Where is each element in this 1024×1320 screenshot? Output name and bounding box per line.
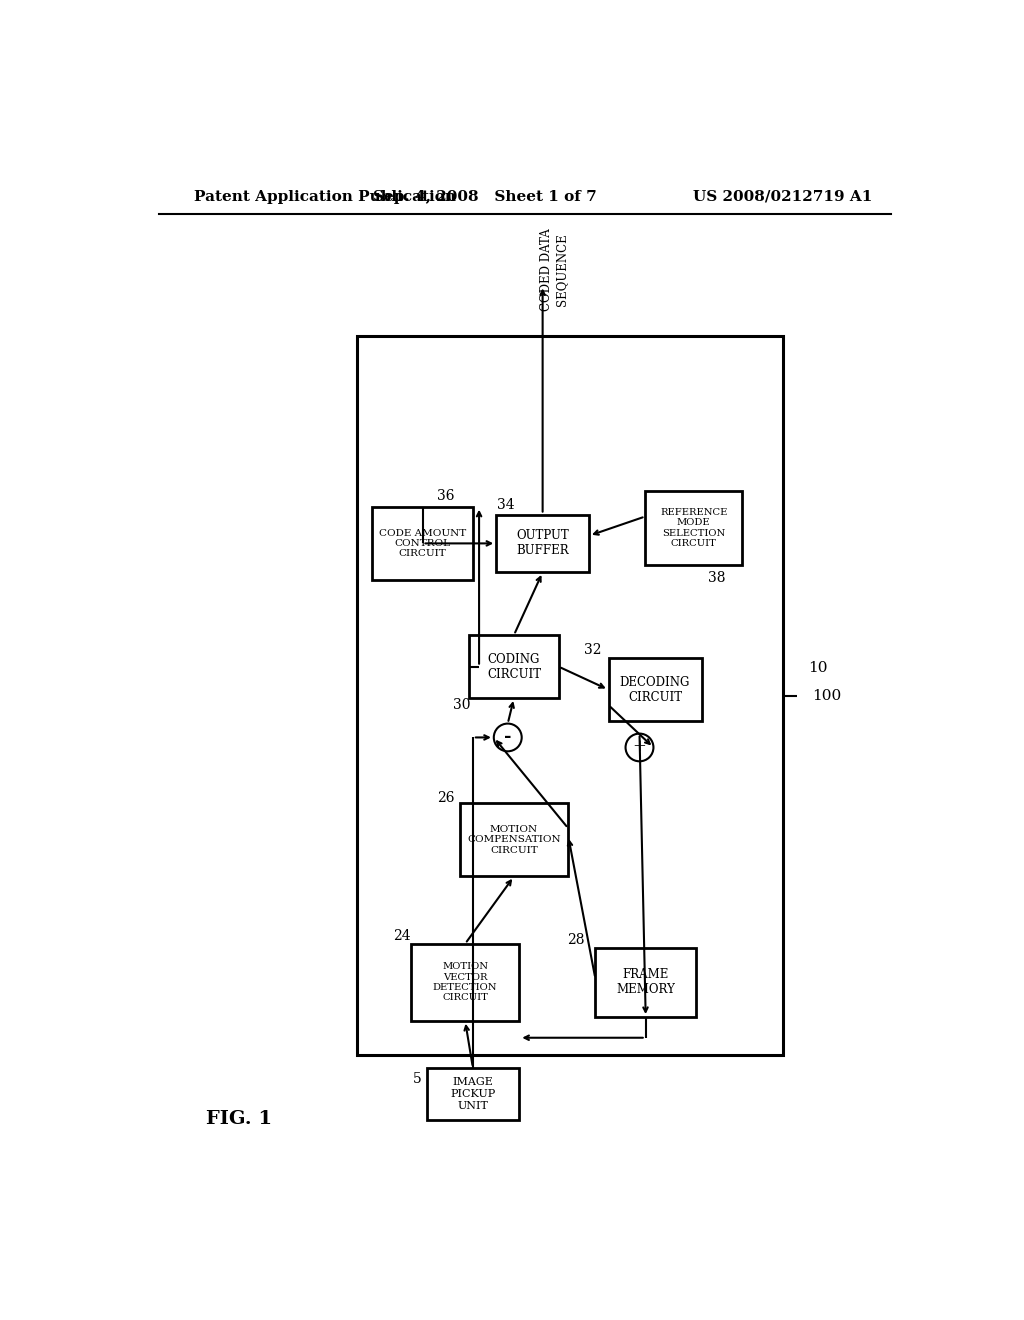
Text: US 2008/0212719 A1: US 2008/0212719 A1 [692, 190, 872, 203]
Text: +: + [633, 738, 646, 755]
Text: Patent Application Publication: Patent Application Publication [194, 190, 456, 203]
Bar [645, 491, 742, 565]
Text: REFERENCE
MODE
SELECTION
CIRCUIT: REFERENCE MODE SELECTION CIRCUIT [660, 508, 727, 548]
Text: 10: 10 [808, 661, 827, 675]
Text: 26: 26 [437, 791, 455, 804]
Text: CODED DATA
SEQUENCE: CODED DATA SEQUENCE [541, 228, 568, 312]
Text: 28: 28 [567, 933, 585, 946]
Text: IMAGE
PICKUP
UNIT: IMAGE PICKUP UNIT [451, 1077, 496, 1110]
Text: 32: 32 [585, 643, 602, 656]
Text: 36: 36 [437, 488, 455, 503]
Text: FRAME
MEMORY: FRAME MEMORY [616, 969, 675, 997]
Bar [469, 635, 558, 698]
Text: FIG. 1: FIG. 1 [206, 1110, 271, 1129]
Text: 5: 5 [413, 1072, 422, 1085]
Bar [460, 804, 568, 876]
Text: 24: 24 [393, 929, 411, 942]
Text: OUTPUT
BUFFER: OUTPUT BUFFER [516, 529, 569, 557]
Circle shape [626, 734, 653, 762]
Bar [496, 515, 589, 573]
Text: DECODING
CIRCUIT: DECODING CIRCUIT [620, 676, 690, 704]
Bar [608, 659, 701, 721]
Bar [372, 507, 473, 579]
Text: CODING
CIRCUIT: CODING CIRCUIT [486, 652, 541, 681]
Text: MOTION
COMPENSATION
CIRCUIT: MOTION COMPENSATION CIRCUIT [467, 825, 561, 855]
Bar [427, 1068, 518, 1121]
Text: Sep. 4, 2008   Sheet 1 of 7: Sep. 4, 2008 Sheet 1 of 7 [373, 190, 596, 203]
Bar [403, 342, 764, 797]
Text: 30: 30 [453, 698, 470, 711]
Bar [356, 335, 783, 1056]
Text: 38: 38 [709, 572, 726, 585]
Text: CODE AMOUNT
CONTROL
CIRCUIT: CODE AMOUNT CONTROL CIRCUIT [379, 528, 466, 558]
Circle shape [494, 723, 521, 751]
Bar [411, 944, 519, 1020]
Bar [595, 948, 696, 1016]
Text: MOTION
VECTOR
DETECTION
CIRCUIT: MOTION VECTOR DETECTION CIRCUIT [433, 962, 498, 1002]
Text: -: - [504, 727, 512, 746]
Text: 100: 100 [812, 689, 842, 702]
Text: 34: 34 [497, 498, 514, 512]
